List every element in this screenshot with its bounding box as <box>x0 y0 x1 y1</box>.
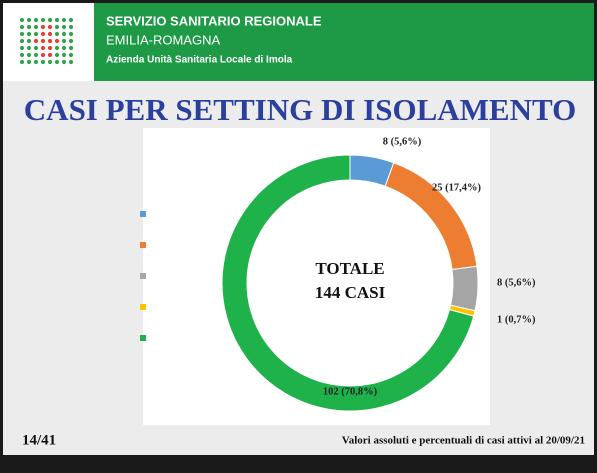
logo-dot <box>19 31 25 37</box>
legend-swatch <box>140 304 146 310</box>
logo-dot <box>47 31 53 37</box>
logo-dot <box>68 59 74 65</box>
donut-segment <box>449 265 479 312</box>
footnote: Valori assoluti e percentuali di casi at… <box>342 435 585 447</box>
logo-dot <box>61 45 67 51</box>
logo-dot <box>68 52 74 58</box>
legend-swatch <box>140 242 146 248</box>
header-line2: EMILIA-ROMAGNA <box>106 32 220 47</box>
logo-dot <box>68 38 74 44</box>
logo-dot <box>54 45 60 51</box>
logo-dot <box>68 31 74 37</box>
logo-dot <box>54 24 60 30</box>
logo-dot <box>33 17 39 23</box>
logo-dot <box>33 52 39 58</box>
logo-dot <box>33 31 39 37</box>
logo-dot <box>26 17 32 23</box>
logo-dot <box>54 52 60 58</box>
logo-dot <box>61 17 67 23</box>
logo-dot <box>33 45 39 51</box>
logo-dot <box>26 31 32 37</box>
legend-swatch <box>140 335 146 341</box>
data-label: 102 (70,8%) <box>323 386 378 397</box>
logo-dot <box>47 45 53 51</box>
header-line1: SERVIZIO SANITARIO REGIONALE <box>106 13 322 28</box>
logo-dot <box>40 17 46 23</box>
logo-dot <box>54 38 60 44</box>
data-label: 1 (0,7%) <box>497 314 536 325</box>
logo-dot <box>61 31 67 37</box>
logo-dot <box>61 24 67 30</box>
logo-dot <box>40 38 46 44</box>
page-number: 14/41 <box>22 432 56 448</box>
logo-dot <box>26 38 32 44</box>
logo-dot <box>40 45 46 51</box>
logo-dot <box>40 31 46 37</box>
logo-dot <box>47 38 53 44</box>
legend-swatch <box>140 273 146 279</box>
data-label: 8 (5,6%) <box>383 136 422 147</box>
data-label: 25 (17,4%) <box>432 182 481 193</box>
logo-dot <box>47 59 53 65</box>
logo-dot <box>40 24 46 30</box>
logo-dot <box>19 24 25 30</box>
header-line3: Azienda Unità Sanitaria Locale di Imola <box>106 55 293 66</box>
logo-dot <box>19 17 25 23</box>
logo-dot <box>19 38 25 44</box>
logo-dot <box>19 52 25 58</box>
logo-dot <box>61 52 67 58</box>
logo-dot <box>26 45 32 51</box>
logo-dot <box>33 38 39 44</box>
logo-dot <box>68 17 74 23</box>
logo-dot <box>54 31 60 37</box>
logo <box>19 17 74 65</box>
logo-dot <box>40 52 46 58</box>
logo-dot <box>68 24 74 30</box>
data-label: 8 (5,6%) <box>497 277 536 288</box>
center-label: 144 CASI <box>315 283 386 302</box>
center-label: TOTALE <box>315 259 384 278</box>
logo-dot <box>26 52 32 58</box>
logo-dot <box>19 59 25 65</box>
logo-dot <box>61 38 67 44</box>
logo-dot <box>19 45 25 51</box>
logo-dot <box>26 59 32 65</box>
logo-dot <box>54 17 60 23</box>
slide-title: CASI PER SETTING DI ISOLAMENTO <box>24 92 576 127</box>
logo-dot <box>61 59 67 65</box>
logo-dot <box>47 52 53 58</box>
logo-dot <box>40 59 46 65</box>
logo-dot <box>54 59 60 65</box>
header-band <box>94 3 594 81</box>
logo-dot <box>47 17 53 23</box>
logo-dot <box>33 24 39 30</box>
logo-dot <box>47 24 53 30</box>
logo-dot <box>26 24 32 30</box>
logo-dot <box>33 59 39 65</box>
donut-segment <box>221 154 475 412</box>
logo-dot <box>68 45 74 51</box>
legend-swatch <box>140 211 146 217</box>
